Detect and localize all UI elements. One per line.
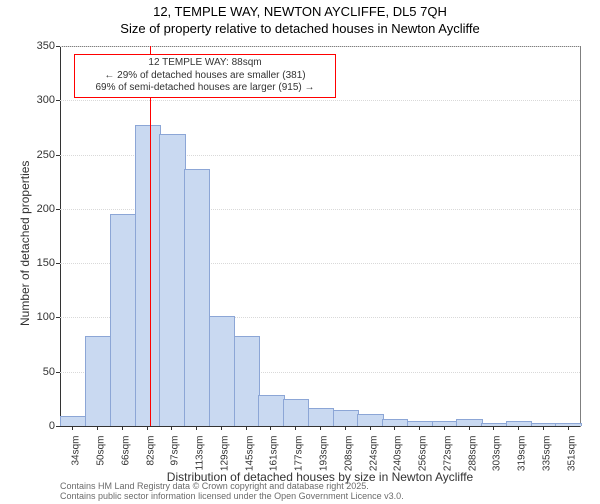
histogram-bar bbox=[357, 414, 383, 426]
histogram-bar bbox=[209, 316, 235, 426]
ytick-mark bbox=[56, 100, 60, 101]
histogram-bar bbox=[234, 336, 260, 426]
histogram-bar bbox=[407, 421, 433, 426]
ytick-mark bbox=[56, 317, 60, 318]
xtick-mark bbox=[171, 426, 172, 430]
y-axis-label: Number of detached properties bbox=[18, 161, 32, 326]
ytick-mark bbox=[56, 372, 60, 373]
ytick-mark bbox=[56, 209, 60, 210]
histogram-bar bbox=[283, 399, 309, 426]
histogram-bar bbox=[308, 408, 334, 426]
xtick-mark bbox=[394, 426, 395, 430]
annotation-line2: ← 29% of detached houses are smaller (38… bbox=[81, 70, 329, 83]
histogram-bar bbox=[555, 423, 581, 426]
histogram-bar bbox=[333, 410, 359, 426]
histogram-bar bbox=[60, 416, 86, 426]
y-axis bbox=[60, 46, 61, 426]
histogram-bar bbox=[258, 395, 284, 426]
chart-container: 12, TEMPLE WAY, NEWTON AYCLIFFE, DL5 7QH… bbox=[0, 4, 600, 504]
histogram-bar bbox=[135, 125, 161, 426]
annotation-line1: 12 TEMPLE WAY: 88sqm bbox=[81, 57, 329, 70]
xtick-mark bbox=[221, 426, 222, 430]
histogram-bar bbox=[456, 419, 482, 427]
footer: Contains HM Land Registry data © Crown c… bbox=[60, 482, 404, 502]
histogram-bar bbox=[382, 419, 408, 427]
footer-line2: Contains public sector information licen… bbox=[60, 492, 404, 502]
xtick-mark bbox=[122, 426, 123, 430]
xtick-mark bbox=[196, 426, 197, 430]
annotation-box: 12 TEMPLE WAY: 88sqm ← 29% of detached h… bbox=[74, 54, 336, 98]
reference-line bbox=[150, 46, 151, 426]
xtick-mark bbox=[518, 426, 519, 430]
xtick-mark bbox=[568, 426, 569, 430]
ytick-mark bbox=[56, 263, 60, 264]
xtick-mark bbox=[419, 426, 420, 430]
ytick-label: 350 bbox=[15, 40, 55, 52]
ytick-label: 250 bbox=[15, 149, 55, 161]
xtick-mark bbox=[493, 426, 494, 430]
ytick-label: 50 bbox=[15, 366, 55, 378]
xtick-mark bbox=[147, 426, 148, 430]
ytick-mark bbox=[56, 426, 60, 427]
chart-title-line1: 12, TEMPLE WAY, NEWTON AYCLIFFE, DL5 7QH bbox=[0, 4, 600, 19]
chart-title-line2: Size of property relative to detached ho… bbox=[0, 21, 600, 36]
xtick-mark bbox=[295, 426, 296, 430]
histogram-bar bbox=[110, 214, 136, 426]
histogram-bar bbox=[85, 336, 111, 426]
ytick-label: 0 bbox=[15, 420, 55, 432]
histogram-bar bbox=[159, 134, 185, 426]
xtick-mark bbox=[345, 426, 346, 430]
xtick-mark bbox=[97, 426, 98, 430]
xtick-mark bbox=[320, 426, 321, 430]
histogram-bar bbox=[184, 169, 210, 426]
annotation-line3: 69% of semi-detached houses are larger (… bbox=[81, 82, 329, 95]
xtick-mark bbox=[543, 426, 544, 430]
xtick-mark bbox=[370, 426, 371, 430]
xtick-mark bbox=[444, 426, 445, 430]
xtick-mark bbox=[246, 426, 247, 430]
histogram-bar bbox=[531, 423, 557, 426]
xtick-mark bbox=[72, 426, 73, 430]
gridline-h bbox=[60, 100, 580, 101]
xtick-mark bbox=[270, 426, 271, 430]
xtick-mark bbox=[469, 426, 470, 430]
histogram-bar bbox=[481, 423, 507, 426]
gridline-h bbox=[60, 46, 580, 47]
ytick-mark bbox=[56, 46, 60, 47]
histogram-bar bbox=[432, 421, 458, 426]
ytick-label: 300 bbox=[15, 94, 55, 106]
histogram-bar bbox=[506, 421, 532, 426]
ytick-mark bbox=[56, 155, 60, 156]
